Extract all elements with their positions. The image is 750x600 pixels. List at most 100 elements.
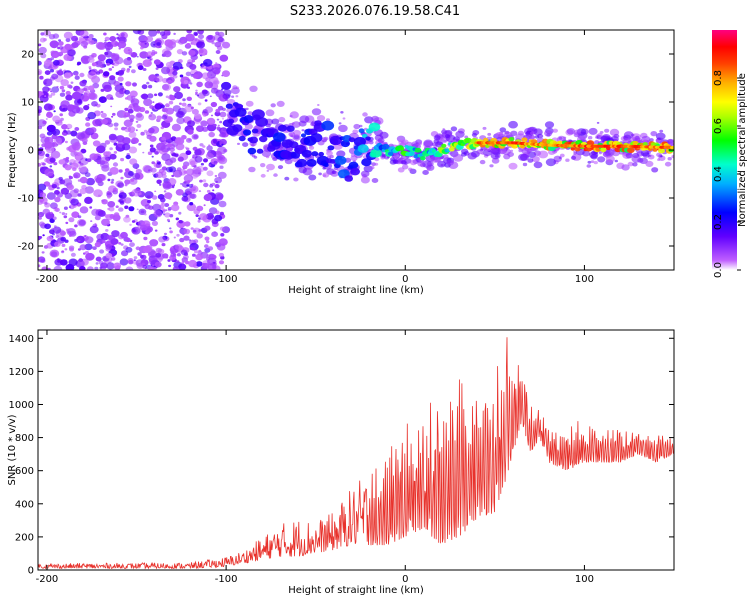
heatmap-cell <box>627 147 635 154</box>
heatmap-cell <box>218 156 223 161</box>
heatmap-cell <box>111 230 120 238</box>
heatmap-cell <box>216 243 226 251</box>
heatmap-cell <box>133 256 138 260</box>
heatmap-cell <box>266 169 270 172</box>
heatmap-cell <box>158 236 167 243</box>
heatmap-cell <box>350 167 360 176</box>
x-tick-label: -200 <box>36 574 59 585</box>
y-tick-label: 200 <box>15 532 34 543</box>
heatmap-cell <box>61 212 66 216</box>
heatmap-cell <box>220 129 224 132</box>
heatmap-cell <box>38 214 42 217</box>
heatmap-cell <box>154 103 163 110</box>
heatmap-cell <box>220 233 225 237</box>
heatmap-cell <box>216 118 220 121</box>
heatmap-cell <box>45 118 48 120</box>
x-tick-label: -100 <box>215 574 238 585</box>
heatmap-cell <box>311 108 322 116</box>
heatmap-cell <box>176 220 186 228</box>
heatmap-cell <box>43 103 53 111</box>
heatmap-cell <box>544 121 555 129</box>
heatmap-cell <box>113 80 121 87</box>
heatmap-cell <box>176 233 180 237</box>
heatmap-cell <box>155 67 159 70</box>
heatmap-cell <box>174 249 179 253</box>
heatmap-cell <box>45 153 50 158</box>
heatmap-cell <box>60 187 70 195</box>
heatmap-cell <box>358 128 365 133</box>
heatmap-cell <box>172 169 183 178</box>
heatmap-cell <box>129 223 132 226</box>
heatmap-cell <box>84 235 87 237</box>
heatmap-cell <box>175 143 185 151</box>
heatmap-cell <box>292 134 301 141</box>
heatmap-cell <box>179 237 185 243</box>
heatmap-cell <box>222 70 230 77</box>
heatmap-cell <box>202 145 206 148</box>
heatmap-cell <box>114 127 118 131</box>
heatmap-cell <box>153 209 163 218</box>
heatmap-cell <box>42 234 45 237</box>
heatmap-cell <box>38 256 46 263</box>
heatmap-cell <box>119 258 129 266</box>
colorbar-tick-label: 0.6 <box>713 118 724 134</box>
heatmap-cell <box>197 219 201 223</box>
heatmap-cell <box>38 125 43 130</box>
heatmap-cell <box>200 162 204 166</box>
heatmap-cell <box>209 184 214 188</box>
heatmap-cell <box>348 161 359 169</box>
heatmap-cell <box>129 158 138 165</box>
heatmap-cell <box>191 133 199 140</box>
heatmap-cell <box>655 132 666 140</box>
heatmap-cell <box>503 131 513 139</box>
heatmap-cell <box>191 59 196 63</box>
heatmap-cell <box>154 93 158 97</box>
heatmap-cell <box>100 110 104 114</box>
heatmap-cell <box>299 115 310 124</box>
heatmap-cell <box>63 215 68 219</box>
heatmap-cell <box>155 162 162 168</box>
heatmap-cell <box>111 54 120 62</box>
heatmap-cell <box>565 158 570 162</box>
heatmap-cell <box>322 167 326 170</box>
heatmap-cell <box>218 200 227 208</box>
y-tick-label: -20 <box>18 242 34 253</box>
heatmap-cell <box>146 195 151 199</box>
heatmap-cell <box>255 117 268 127</box>
heatmap-cell <box>360 170 370 178</box>
heatmap-cell <box>53 162 58 166</box>
heatmap-cell <box>200 120 208 127</box>
heatmap-cell <box>441 143 447 148</box>
heatmap-cell <box>181 196 189 202</box>
heatmap-cell <box>175 217 179 221</box>
heatmap-cell <box>357 144 369 153</box>
heatmap-cell <box>136 123 142 128</box>
heatmap-cell <box>190 106 194 110</box>
heatmap-cell <box>51 86 60 93</box>
heatmap-cell <box>223 149 228 153</box>
heatmap-cell <box>374 162 379 166</box>
heatmap-cell <box>38 69 43 76</box>
heatmap-cell <box>538 150 549 159</box>
heatmap-cell <box>317 104 320 106</box>
heatmap-cell <box>111 115 114 118</box>
heatmap-cell <box>95 262 99 265</box>
heatmap-cell <box>48 94 53 98</box>
heatmap-cell <box>194 38 198 42</box>
heatmap-cell <box>208 82 213 86</box>
heatmap-cell <box>218 260 225 265</box>
heatmap-cell <box>120 157 125 162</box>
heatmap-cell <box>104 214 110 218</box>
heatmap-cell <box>113 212 120 217</box>
heatmap-cell <box>52 115 61 123</box>
heatmap-cell <box>586 164 592 168</box>
heatmap-cell <box>249 85 258 93</box>
heatmap-cell <box>204 236 210 241</box>
heatmap-cell <box>169 157 177 163</box>
heatmap-cell <box>110 238 119 245</box>
colorbar-gradient <box>712 30 737 270</box>
heatmap-cell <box>566 128 576 135</box>
heatmap-cell <box>132 82 137 87</box>
heatmap-cell <box>51 73 59 80</box>
heatmap-cell <box>68 176 73 180</box>
